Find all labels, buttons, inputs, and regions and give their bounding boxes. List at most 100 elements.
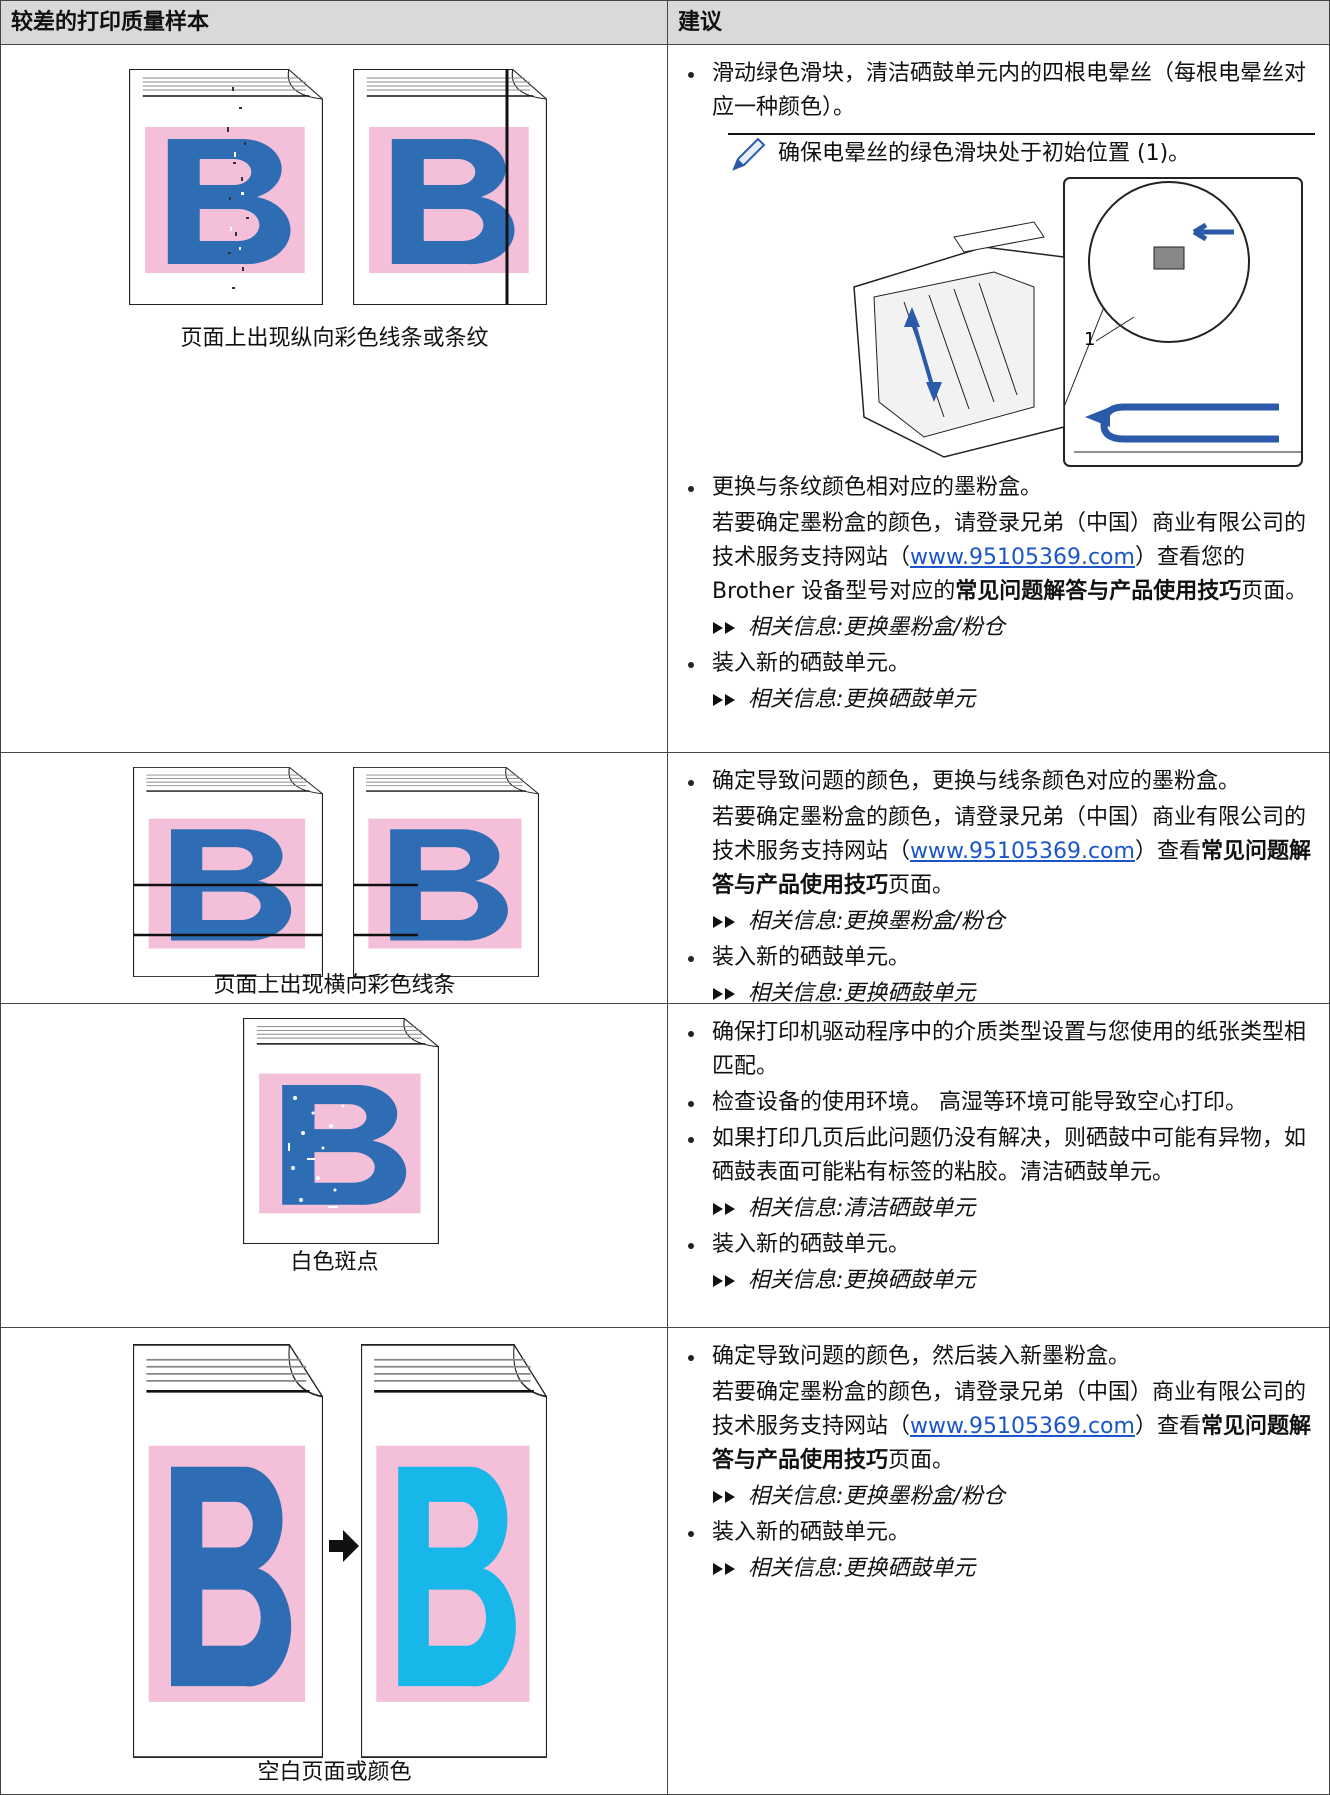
related-label: 相关信息: xyxy=(748,1484,844,1509)
bullet-text: 确保打印机驱动程序中的介质类型设置与您使用的纸张类型相匹配。 xyxy=(712,1020,1307,1079)
bullet-text: 滑动绿色滑块，清洁硒鼓单元内的四根电晕丝（每根电晕丝对应一种颜色）。 xyxy=(712,61,1307,120)
sample-image xyxy=(129,69,547,305)
note-icon xyxy=(732,137,766,171)
bullet-item: 装入新的硒鼓单元。 xyxy=(684,647,1315,681)
arrow-icon xyxy=(713,622,735,634)
arrow-icon xyxy=(713,694,735,706)
related-info: 相关信息:更换墨粉盒/粉仓 xyxy=(684,905,1315,939)
advice-cell: 确定导致问题的颜色，然后装入新墨粉盒。若要确定墨粉盒的颜色，请登录兄弟（中国）商… xyxy=(667,1327,1330,1795)
text: 若要确定墨粉盒的颜色，请登录兄弟（中国）商业有限公司的技术服务支持网站（ xyxy=(712,511,1307,570)
advice-cell: 确保打印机驱动程序中的介质类型设置与您使用的纸张类型相匹配。检查设备的使用环境。… xyxy=(667,1003,1330,1328)
related-link[interactable]: 更换硒鼓单元 xyxy=(843,981,976,1006)
bullet xyxy=(688,1355,694,1361)
bullet-text: 装入新的硒鼓单元。 xyxy=(712,651,911,676)
related-info: 相关信息:清洁硒鼓单元 xyxy=(684,1192,1315,1226)
bullet-text: 确定导致问题的颜色，然后装入新墨粉盒。 xyxy=(712,1344,1131,1369)
related-link[interactable]: 更换硒鼓单元 xyxy=(843,1268,976,1293)
related-label: 相关信息: xyxy=(748,615,844,640)
note-text: 确保电晕丝的绿色滑块处于初始位置 (1)。 xyxy=(778,141,1191,166)
bullet-item: 如果打印几页后此问题仍没有解决，则硒鼓中可能有异物，如硒鼓表面可能粘有标签的粘胶… xyxy=(684,1122,1315,1190)
sample-image xyxy=(133,1344,547,1758)
related-info: 相关信息:更换硒鼓单元 xyxy=(684,1552,1315,1586)
sample-image xyxy=(243,1018,439,1244)
text: 页面。 xyxy=(888,1448,955,1473)
caption: 页面上出现横向彩色线条 xyxy=(213,973,456,998)
paragraph: 若要确定墨粉盒的颜色，请登录兄弟（中国）商业有限公司的技术服务支持网站（www.… xyxy=(684,1376,1315,1478)
figure-label: 1 xyxy=(1084,329,1095,350)
bullet-item: 确保打印机驱动程序中的介质类型设置与您使用的纸张类型相匹配。 xyxy=(684,1016,1315,1084)
bold-text: 常见问题解答与产品使用技巧 xyxy=(712,1414,1311,1473)
bullet xyxy=(688,662,694,668)
arrow-icon xyxy=(713,1563,735,1575)
related-info: 相关信息:更换墨粉盒/粉仓 xyxy=(684,611,1315,645)
related-link[interactable]: 更换墨粉盒/粉仓 xyxy=(843,615,1005,640)
link[interactable]: www.95105369.com xyxy=(910,839,1135,864)
header: 建议 xyxy=(678,10,723,35)
bullet-text: 装入新的硒鼓单元。 xyxy=(712,1520,911,1545)
bullet-item: 装入新的硒鼓单元。 xyxy=(684,1228,1315,1262)
bullet xyxy=(688,72,694,78)
note: 确保电晕丝的绿色滑块处于初始位置 (1)。 xyxy=(728,133,1315,171)
text: 页面。 xyxy=(1241,579,1308,604)
bold-text: 常见问题解答与产品使用技巧 xyxy=(712,839,1311,898)
bullet-text: 如果打印几页后此问题仍没有解决，则硒鼓中可能有异物，如硒鼓表面可能粘有标签的粘胶… xyxy=(712,1126,1307,1185)
bullet-item: 检查设备的使用环境。 高湿等环境可能导致空心打印。 xyxy=(684,1086,1315,1120)
bullet-item: 滑动绿色滑块，清洁硒鼓单元内的四根电晕丝（每根电晕丝对应一种颜色）。 xyxy=(684,57,1315,125)
text: ）查看您的 Brother 设备型号对应的 xyxy=(712,545,1245,604)
related-label: 相关信息: xyxy=(748,1556,844,1581)
bullet-text: 更换与条纹颜色相对应的墨粉盒。 xyxy=(712,475,1043,500)
bullet-item: 装入新的硒鼓单元。 xyxy=(684,1516,1315,1550)
arrow-icon xyxy=(713,1203,735,1215)
related-link[interactable]: 更换硒鼓单元 xyxy=(843,687,976,712)
bullet-text: 检查设备的使用环境。 高湿等环境可能导致空心打印。 xyxy=(712,1090,1247,1115)
text: 页面。 xyxy=(888,873,955,898)
header-cell: 较差的打印质量样本 xyxy=(0,0,668,45)
related-link[interactable]: 更换墨粉盒/粉仓 xyxy=(843,909,1005,934)
bullet xyxy=(688,1031,694,1037)
bullet-item: 确定导致问题的颜色，然后装入新墨粉盒。 xyxy=(684,1340,1315,1374)
bullet-text: 确定导致问题的颜色，更换与线条颜色对应的墨粉盒。 xyxy=(712,769,1241,794)
bullet xyxy=(688,486,694,492)
related-info: 相关信息:更换硒鼓单元 xyxy=(684,683,1315,717)
text: 若要确定墨粉盒的颜色，请登录兄弟（中国）商业有限公司的技术服务支持网站（ xyxy=(712,1380,1307,1439)
advice: 滑动绿色滑块，清洁硒鼓单元内的四根电晕丝（每根电晕丝对应一种颜色）。确保电晕丝的… xyxy=(668,45,1329,717)
bold-text: 常见问题解答与产品使用技巧 xyxy=(955,579,1242,604)
text: ）查看 xyxy=(1134,1414,1201,1439)
related-link[interactable]: 更换硒鼓单元 xyxy=(843,1556,976,1581)
arrow-icon xyxy=(713,1491,735,1503)
advice: 确保打印机驱动程序中的介质类型设置与您使用的纸张类型相匹配。检查设备的使用环境。… xyxy=(668,1004,1329,1298)
header-cell: 建议 xyxy=(667,0,1330,45)
caption: 白色斑点 xyxy=(290,1250,379,1275)
sample-image xyxy=(133,767,539,977)
text: ）查看 xyxy=(1134,839,1201,864)
header: 较差的打印质量样本 xyxy=(11,10,210,35)
related-label: 相关信息: xyxy=(748,981,844,1006)
bullet xyxy=(688,1137,694,1143)
arrow-icon xyxy=(713,988,735,1000)
related-info: 相关信息:更换墨粉盒/粉仓 xyxy=(684,1480,1315,1514)
sample-cell: 白色斑点 xyxy=(0,1003,668,1328)
bullet xyxy=(688,1243,694,1249)
bullet-item: 确定导致问题的颜色，更换与线条颜色对应的墨粉盒。 xyxy=(684,765,1315,799)
advice: 确定导致问题的颜色，然后装入新墨粉盒。若要确定墨粉盒的颜色，请登录兄弟（中国）商… xyxy=(668,1328,1329,1586)
link[interactable]: www.95105369.com xyxy=(910,1414,1135,1439)
bullet xyxy=(688,780,694,786)
related-link[interactable]: 清洁硒鼓单元 xyxy=(843,1196,976,1221)
sample-cell: 空白页面或颜色 xyxy=(0,1327,668,1795)
related-label: 相关信息: xyxy=(748,1196,844,1221)
sample-cell: 页面上出现横向彩色线条 xyxy=(0,752,668,1004)
bullet-item: 更换与条纹颜色相对应的墨粉盒。 xyxy=(684,471,1315,505)
corona-wire-figure: 1 xyxy=(853,177,1303,467)
related-info: 相关信息:更换硒鼓单元 xyxy=(684,977,1315,1011)
related-label: 相关信息: xyxy=(748,909,844,934)
bullet-text: 装入新的硒鼓单元。 xyxy=(712,945,911,970)
related-link[interactable]: 更换墨粉盒/粉仓 xyxy=(843,1484,1005,1509)
related-info: 相关信息:更换硒鼓单元 xyxy=(684,1264,1315,1298)
bullet xyxy=(688,1101,694,1107)
text: 若要确定墨粉盒的颜色，请登录兄弟（中国）商业有限公司的技术服务支持网站（ xyxy=(712,805,1307,864)
arrow-icon xyxy=(713,916,735,928)
paragraph: 若要确定墨粉盒的颜色，请登录兄弟（中国）商业有限公司的技术服务支持网站（www.… xyxy=(684,801,1315,903)
link[interactable]: www.95105369.com xyxy=(910,545,1135,570)
bullet-item: 装入新的硒鼓单元。 xyxy=(684,941,1315,975)
